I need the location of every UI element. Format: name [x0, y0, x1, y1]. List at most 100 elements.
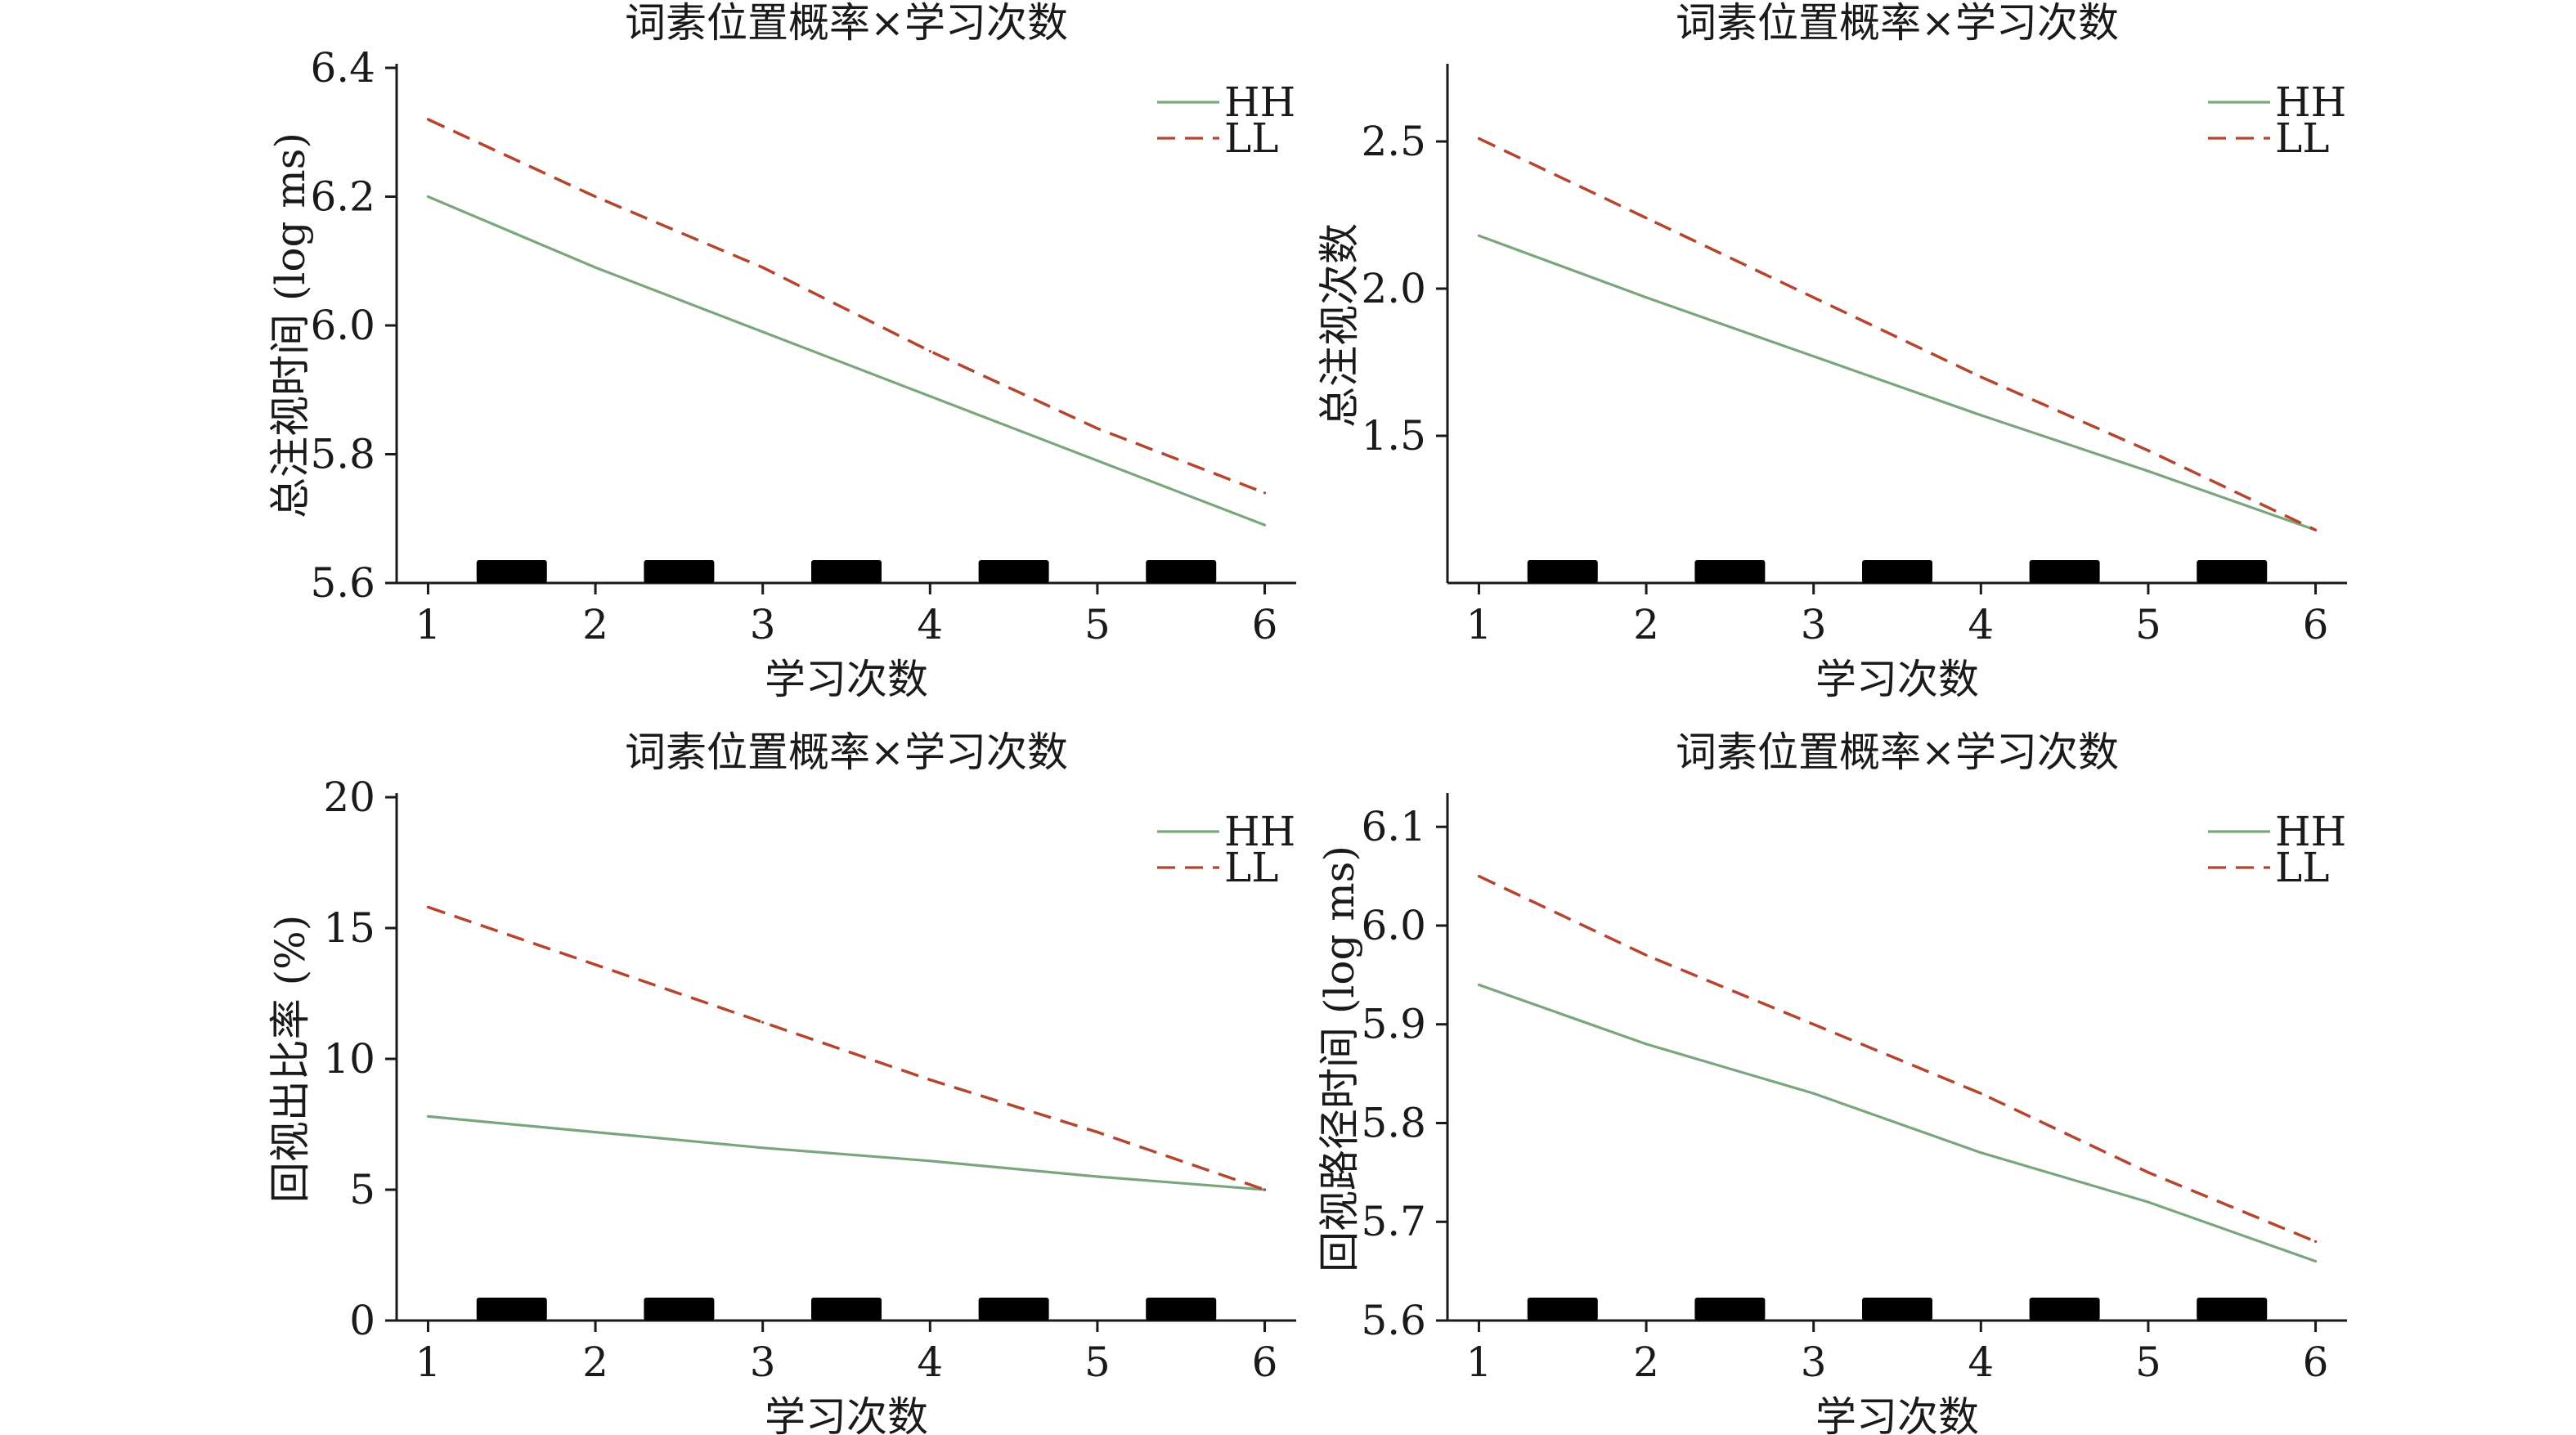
data-point-ll [1263, 1188, 1267, 1191]
data-point-ll [1979, 375, 1982, 379]
data-point-hh [2147, 469, 2150, 473]
x-tick-label: 5 [2135, 1339, 2161, 1386]
x-tick-label: 6 [1252, 601, 1278, 648]
y-tick-label: 5 [349, 1166, 375, 1213]
y-tick-label: 5.8 [310, 431, 375, 478]
chart-panel-1: 词素位置概率×学习次数 5.6 5.8 6.0 6.2 6.4 1 2 3 4 5 6 学习次数 总注视时… [267, 0, 1296, 703]
y-tick-label: 6.4 [310, 44, 375, 92]
y-tick-label: 6.2 [310, 173, 375, 221]
y-tick-label: 1.5 [1361, 412, 1426, 460]
series-line-ll [427, 118, 1266, 495]
chart-title: 词素位置概率×学习次数 [625, 0, 1068, 47]
x-tick-label: 1 [1466, 1339, 1492, 1386]
data-point-hh [928, 395, 931, 398]
y-tick-label: 6.0 [1361, 902, 1426, 949]
data-point-hh [594, 1131, 597, 1134]
significance-marker [1694, 1298, 1766, 1321]
y-tick-label: 6.1 [1361, 803, 1426, 850]
data-point-ll [1645, 217, 1648, 220]
data-point-ll [2313, 528, 2318, 531]
x-tick-label: 4 [1968, 1339, 1994, 1386]
data-point-hh [426, 1114, 430, 1118]
significance-marker [811, 1298, 882, 1321]
chart-title: 词素位置概率×学习次数 [1676, 0, 2119, 47]
significance-marker [1694, 560, 1766, 583]
y-tick-label: 2.5 [1361, 118, 1426, 165]
data-point-hh [1979, 414, 1982, 417]
significance-marker [1527, 560, 1598, 583]
x-tick-label: 4 [917, 601, 943, 648]
data-point-hh [1477, 234, 1481, 237]
significance-marker [1146, 1298, 1217, 1321]
data-point-hh [1812, 355, 1815, 358]
x-tick-label: 2 [582, 601, 608, 648]
data-point-ll [761, 1020, 765, 1024]
significance-marker [2029, 560, 2100, 583]
y-tick-label: 5.8 [1361, 1099, 1426, 1146]
x-axis-label: 学习次数 [765, 1393, 928, 1435]
significance-marker [978, 1298, 1049, 1321]
x-tick-label: 6 [2303, 601, 2329, 648]
data-point-hh [761, 1146, 765, 1150]
data-point-ll [1477, 875, 1481, 878]
y-tick-label: 5.6 [310, 559, 375, 607]
data-point-hh [1096, 1175, 1099, 1178]
legend-label: HH [1224, 808, 1295, 855]
data-point-ll [1096, 1131, 1099, 1134]
x-axis-label: 学习次数 [1815, 1393, 1979, 1435]
data-point-hh [761, 330, 765, 334]
x-tick-label: 5 [2135, 601, 2161, 648]
significance-marker [476, 1298, 547, 1321]
y-tick-label: 5.7 [1361, 1198, 1426, 1245]
significance-marker [2197, 560, 2268, 583]
data-point-hh [1096, 459, 1099, 462]
data-point-hh [1263, 523, 1267, 527]
series-line-ll [427, 905, 1266, 1191]
chart-title: 词素位置概率×学习次数 [625, 729, 1068, 776]
y-axis-label: 回视路径时间 (log ms) [1316, 845, 1363, 1272]
x-tick-label: 6 [2303, 1339, 2329, 1386]
x-tick-label: 3 [750, 1339, 776, 1386]
x-tick-label: 3 [1801, 1339, 1827, 1386]
data-point-hh [594, 266, 597, 269]
significance-marker [2197, 1298, 2268, 1321]
significance-marker [978, 560, 1049, 583]
x-tick-label: 4 [1968, 601, 1994, 648]
x-tick-label: 2 [582, 1339, 608, 1386]
series-line-ll [1478, 137, 2317, 531]
x-axis-label: 学习次数 [765, 656, 928, 703]
data-point-ll [1645, 953, 1648, 957]
x-tick-label: 3 [750, 601, 776, 648]
data-point-ll [1979, 1092, 1982, 1095]
data-point-ll [928, 1078, 931, 1082]
y-tick-label: 0 [349, 1297, 375, 1344]
y-axis-label: 回视出比率 (%) [267, 915, 314, 1203]
significance-marker [811, 560, 882, 583]
data-point-ll [761, 266, 765, 269]
data-point-ll [2147, 449, 2150, 452]
significance-marker [1527, 1298, 1598, 1321]
x-tick-label: 1 [1466, 601, 1492, 648]
x-tick-label: 5 [1084, 1339, 1111, 1386]
series-line-hh [1478, 983, 2317, 1263]
legend-label: LL [1224, 844, 1278, 891]
data-point-hh [1812, 1092, 1815, 1095]
significance-marker [644, 560, 715, 583]
data-point-ll [594, 195, 597, 199]
data-point-hh [1477, 983, 1481, 987]
y-tick-label: 5.9 [1361, 1001, 1426, 1048]
significance-marker [1862, 1298, 1932, 1321]
series-line-hh [427, 195, 1266, 527]
data-point-hh [426, 195, 430, 199]
data-point-hh [2313, 1259, 2318, 1263]
data-point-ll [928, 349, 931, 353]
y-axis-label: 总注视次数 [1316, 223, 1363, 428]
data-point-ll [594, 963, 597, 966]
x-tick-label: 2 [1633, 1339, 1659, 1386]
y-tick-label: 5.6 [1361, 1297, 1426, 1344]
y-tick-label: 2.0 [1361, 265, 1426, 312]
chart-panel-3: 词素位置概率×学习次数 0 5 10 15 20 1 2 3 4 5 6 学习次数 回视出比率 (%) HH… [267, 729, 1296, 1435]
chart-panel-4: 词素位置概率×学习次数 5.6 5.7 5.8 5.9 6.0 6.1 1 2 3 4 5 6 学习次数 回… [1316, 729, 2347, 1435]
legend-label: HH [1224, 78, 1295, 126]
